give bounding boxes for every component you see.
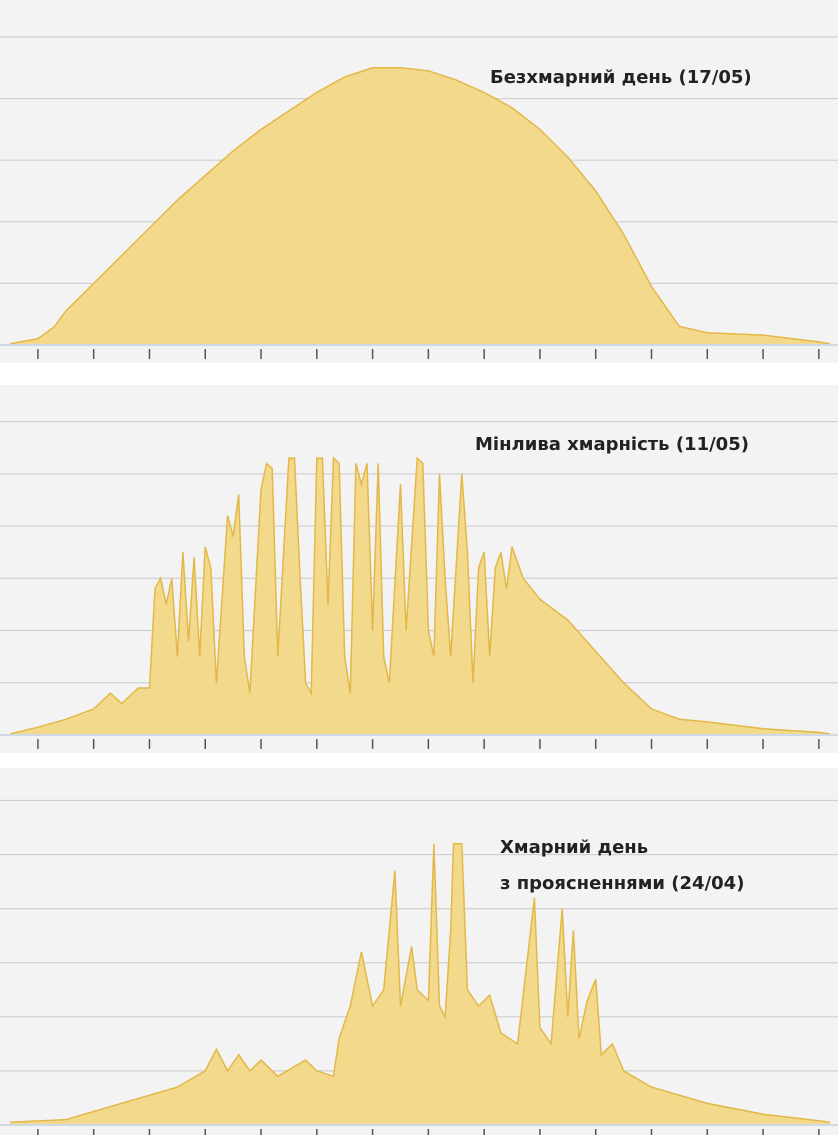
- area-line: [9, 67, 831, 345]
- chart-title: Безхмарний день (17/05): [490, 67, 752, 88]
- area-line: [9, 456, 831, 735]
- chart-title: Мінлива хмарність (11/05): [475, 434, 749, 455]
- chart-title: Хмарний день: [500, 837, 648, 858]
- chart-title: з проясненнями (24/04): [500, 873, 744, 894]
- area-line: [9, 842, 831, 1124]
- area-fill: [10, 843, 830, 1125]
- area-fill: [10, 67, 830, 346]
